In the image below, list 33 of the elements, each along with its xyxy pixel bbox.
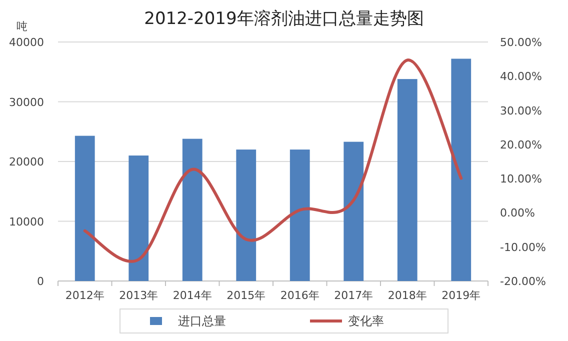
bar xyxy=(451,58,472,281)
bar xyxy=(344,142,364,281)
y-tick-label: 0 xyxy=(37,275,44,288)
bar xyxy=(290,150,310,281)
legend-label: 变化率 xyxy=(348,314,384,328)
x-tick-label: 2015年 xyxy=(226,289,266,302)
x-tick-label: 2014年 xyxy=(172,289,212,302)
bar xyxy=(74,136,95,281)
y-tick-label: 10000 xyxy=(9,215,44,228)
x-tick-label: 2013年 xyxy=(119,289,158,302)
y2-tick-label: 30.00% xyxy=(500,104,542,118)
bar xyxy=(128,156,149,281)
x-tick-label: 2017年 xyxy=(334,289,374,302)
y-tick-label: 20000 xyxy=(9,156,44,168)
y2-tick-label: -10.00% xyxy=(500,240,546,254)
bar xyxy=(236,150,256,281)
x-tick-label: 2016年 xyxy=(280,289,320,302)
y-tick-label: 40000 xyxy=(9,36,44,49)
chart-title: 2012-2019年溶剂油进口总量走势图 xyxy=(144,9,424,29)
x-tick-label: 2019年 xyxy=(442,289,481,302)
y-tick-label: 30000 xyxy=(9,96,44,109)
y2-tick-label: 40.00% xyxy=(500,70,542,84)
y2-tick-label: 50.00% xyxy=(500,36,542,49)
y2-tick-label: 10.00% xyxy=(500,172,542,186)
legend-label: 进口总量 xyxy=(178,314,226,328)
x-tick-label: 2018年 xyxy=(388,289,427,302)
y2-tick-label: 0.00% xyxy=(500,206,535,220)
bar xyxy=(397,79,418,281)
bar xyxy=(182,138,202,281)
y2-tick-label: 20.00% xyxy=(500,138,542,152)
y2-tick-label: -20.00% xyxy=(500,275,546,288)
y-axis-title: 吨 xyxy=(16,20,28,33)
x-tick-label: 2012年 xyxy=(65,289,104,302)
